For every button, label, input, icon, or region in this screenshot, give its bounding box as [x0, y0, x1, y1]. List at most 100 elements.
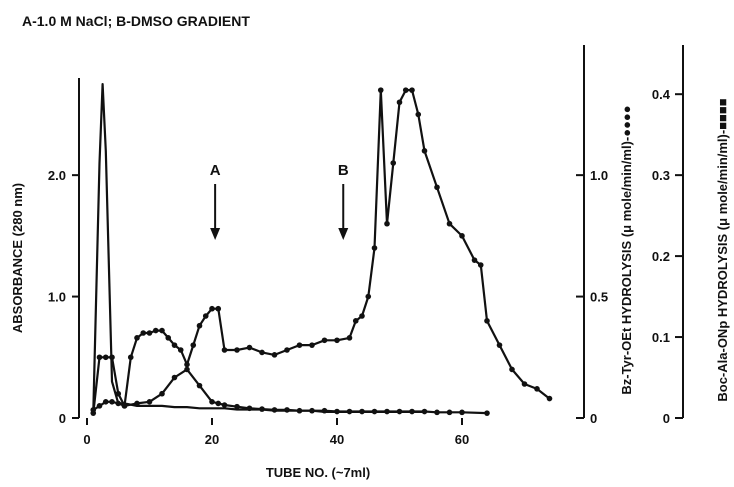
x-tick-label: 40: [330, 432, 344, 447]
y2-tick-label: 0.5: [590, 290, 608, 305]
data-point-y3: [246, 405, 253, 412]
data-point-y3: [434, 409, 440, 416]
data-point-y2: [209, 305, 215, 312]
data-point-y2: [402, 87, 409, 93]
data-point-y2: [159, 327, 165, 334]
data-point-y3: [446, 409, 453, 416]
data-point-y2: [221, 347, 228, 353]
data-point-y2: [234, 347, 240, 353]
data-point-y3: [459, 409, 465, 416]
data-point-y2: [396, 99, 403, 106]
data-point-y3: [284, 407, 290, 413]
data-point-y2: [446, 220, 453, 227]
data-point-y2: [471, 257, 478, 263]
data-point-y2: [359, 313, 365, 319]
y3-tick-label: 0.2: [652, 249, 670, 264]
series-line-y2: [92, 89, 551, 414]
y2-axis-label: Bz-Tyr-OEt HYDROLYSIS (μ mole/min/ml)-●●…: [619, 105, 634, 394]
y3-axis-label: Boc-Ala-ONp HYDROLYSIS (μ mole/min/ml)-■…: [715, 98, 730, 401]
data-point-y2: [215, 305, 222, 312]
data-point-y2: [371, 245, 378, 251]
data-point-y3: [309, 407, 315, 414]
data-point-y2: [384, 220, 390, 227]
data-point-y2: [246, 344, 253, 351]
data-point-y3: [421, 408, 428, 415]
y-axis-label: ABSORBANCE (280 nm): [10, 183, 25, 333]
data-point-y3: [134, 400, 140, 407]
data-point-y2: [284, 347, 290, 353]
data-point-y2: [271, 352, 278, 358]
data-point-y2: [365, 293, 372, 300]
data-point-y3: [359, 408, 365, 415]
y-tick-label: 2.0: [48, 168, 66, 183]
data-point-y2: [165, 335, 172, 341]
data-point-y2: [459, 233, 465, 239]
y3-tick-label: 0: [663, 411, 670, 426]
data-point-y2: [434, 184, 440, 191]
x-tick-label: 0: [83, 432, 90, 447]
annotation-arrow-head: [210, 228, 221, 240]
data-point-y3: [384, 408, 390, 415]
data-point-y2: [296, 342, 303, 348]
data-point-y3: [221, 402, 228, 408]
data-point-y3: [346, 408, 353, 415]
chart-subtitle: A-1.0 M NaCl; B-DMSO GRADIENT: [22, 13, 250, 29]
data-point-y2: [496, 342, 503, 348]
data-point-y3: [396, 408, 403, 415]
data-point-y3: [234, 403, 240, 410]
data-point-y3: [409, 408, 415, 415]
data-point-y2: [96, 354, 103, 361]
data-point-y2: [321, 337, 328, 344]
y3-tick-label: 0.4: [652, 87, 671, 102]
data-point-y2: [421, 148, 428, 154]
x-axis-label: TUBE NO. (~7ml): [266, 465, 370, 480]
data-point-y3: [271, 407, 278, 413]
data-point-y3: [184, 366, 190, 373]
data-point-y3: [209, 399, 215, 405]
data-point-y2: [409, 87, 415, 93]
data-point-y2: [390, 160, 397, 166]
data-point-y3: [484, 410, 490, 416]
y2-tick-label: 1.0: [590, 168, 608, 183]
data-point-y2: [477, 262, 484, 268]
data-point-y3: [321, 407, 328, 414]
data-point-y2: [202, 313, 209, 319]
data-point-y2: [534, 386, 540, 392]
data-point-y3: [371, 408, 378, 415]
data-point-y2: [196, 322, 203, 329]
annotation-label: B: [338, 162, 349, 179]
y-tick-label: 1.0: [48, 290, 66, 305]
data-point-y2: [415, 111, 422, 118]
data-point-y2: [546, 395, 553, 402]
data-point-y2: [309, 342, 315, 348]
tick-marks: [72, 93, 683, 425]
data-point-y2: [509, 366, 515, 373]
y3-tick-label: 0.3: [652, 168, 670, 183]
data-point-y3: [159, 390, 165, 397]
data-point-y3: [215, 400, 222, 407]
data-point-y3: [171, 374, 178, 381]
data-point-y2: [134, 335, 140, 341]
data-point-y2: [127, 354, 134, 361]
data-point-y2: [152, 327, 159, 334]
x-tick-label: 60: [455, 432, 469, 447]
y-tick-label: 0: [59, 411, 66, 426]
y2-tick-label: 0: [590, 411, 597, 426]
data-point-y2: [109, 354, 115, 361]
data-point-y2: [484, 318, 490, 324]
annotation-label: A: [210, 162, 221, 179]
data-point-y2: [177, 347, 184, 353]
data-point-y2: [346, 335, 353, 341]
data-point-y3: [96, 403, 103, 409]
data-point-y2: [190, 342, 197, 348]
data-point-y3: [146, 399, 153, 405]
data-point-y3: [121, 403, 128, 409]
data-point-y3: [102, 399, 109, 405]
data-point-y3: [90, 407, 97, 413]
y3-tick-label: 0.1: [652, 330, 670, 345]
data-point-y2: [115, 390, 122, 397]
tick-labels: 0 20 40 60 0 1.0 2.0 0 0.5 1.0 0 0.1 0.2 0.3 0.4: [48, 87, 671, 447]
data-point-y2: [352, 318, 359, 324]
